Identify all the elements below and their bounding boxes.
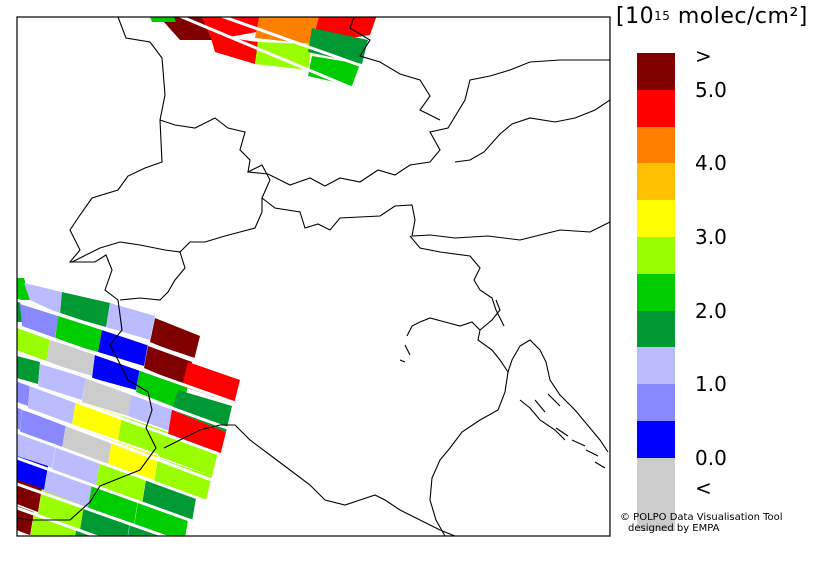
legend-swatch bbox=[637, 347, 675, 385]
legend-swatch bbox=[637, 273, 675, 311]
legend-swatch bbox=[637, 89, 675, 127]
legend-label-5: 5.0 bbox=[695, 78, 727, 102]
color-scale bbox=[637, 53, 675, 532]
credit-text: © POLPO Data Visualisation Tool designed… bbox=[620, 512, 783, 534]
legend-label-2: 2.0 bbox=[695, 299, 727, 323]
map-frame bbox=[16, 16, 611, 537]
credit-line-2: designed by EMPA bbox=[628, 523, 720, 534]
unit-title: [1015 molec/cm²] bbox=[616, 4, 808, 29]
legend-swatch bbox=[637, 53, 675, 90]
legend-label-0: 0.0 bbox=[695, 446, 727, 470]
legend-swatch bbox=[637, 420, 675, 458]
legend-swatch bbox=[637, 236, 675, 274]
legend-label-below: < bbox=[695, 476, 712, 500]
legend-swatch bbox=[637, 310, 675, 348]
legend-swatch bbox=[637, 457, 675, 495]
country-borders bbox=[17, 17, 610, 536]
legend-swatch bbox=[637, 163, 675, 201]
credit-line-1: © POLPO Data Visualisation Tool bbox=[620, 512, 783, 523]
swath-top bbox=[150, 17, 377, 90]
swath-bottom bbox=[17, 278, 251, 536]
legend-swatch bbox=[637, 126, 675, 164]
legend-label-1: 1.0 bbox=[695, 372, 727, 396]
legend-label-4: 4.0 bbox=[695, 151, 727, 175]
legend-swatch bbox=[637, 494, 675, 532]
legend-swatch bbox=[637, 384, 675, 421]
legend-label-above: > bbox=[695, 44, 712, 68]
legend-label-3: 3.0 bbox=[695, 225, 727, 249]
legend-swatch bbox=[637, 200, 675, 237]
satellite-swaths bbox=[17, 17, 610, 536]
